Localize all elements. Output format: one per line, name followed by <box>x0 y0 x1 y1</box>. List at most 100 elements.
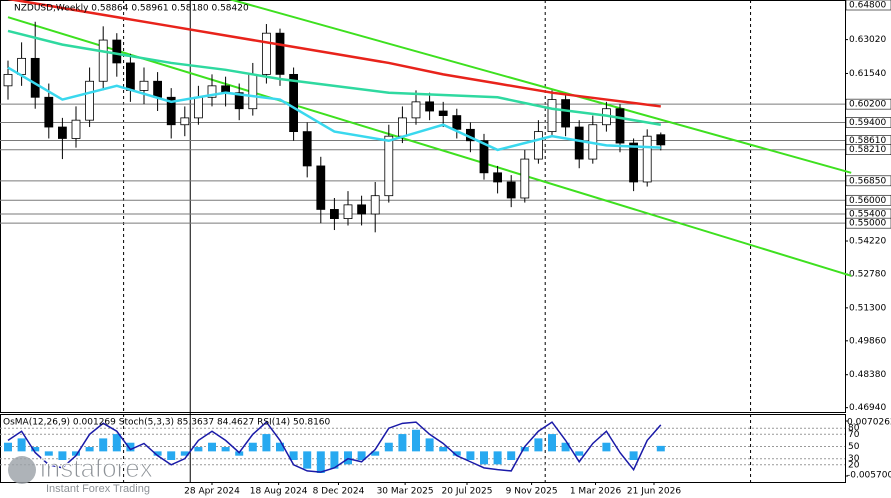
candle-body <box>493 172 503 183</box>
osma-bar <box>85 447 94 452</box>
y-tick-label: 0.52780 <box>849 269 886 279</box>
moving-average <box>7 29 662 126</box>
candle-body <box>574 126 584 160</box>
osma-bar <box>262 434 271 452</box>
candle-body <box>302 131 312 167</box>
candle-body <box>425 101 435 112</box>
x-tick-label: 28 Apr 2024 <box>184 487 240 497</box>
osma-bar <box>44 451 53 456</box>
candle-body <box>193 96 203 119</box>
osma-bar <box>466 451 475 461</box>
level-label: 0.64800 <box>849 1 886 11</box>
osma-bar <box>412 429 420 452</box>
level-label-box <box>845 0 891 11</box>
x-tick-label: 21 Jun 2026 <box>627 487 681 497</box>
osma-bar <box>656 445 665 452</box>
candle-body <box>561 99 570 128</box>
candle-body <box>343 204 353 219</box>
candle-body <box>112 39 122 64</box>
candle-body <box>126 62 135 91</box>
candle-body <box>370 195 380 215</box>
osma-bar <box>4 442 12 452</box>
y-tick-label: 0.54220 <box>849 237 886 247</box>
candle-body <box>248 73 258 110</box>
osma-bar <box>153 451 162 456</box>
candle-body <box>506 181 516 199</box>
oscillator-panel <box>0 414 846 483</box>
candle-body <box>534 131 543 160</box>
osma-bar <box>221 447 230 452</box>
level-label-box <box>845 117 891 128</box>
osma-bar <box>208 442 216 452</box>
y-tick-label: 0.46940 <box>849 403 886 413</box>
stoch-level-label: 20 <box>848 460 860 470</box>
candle-body <box>642 135 652 183</box>
osma-bar <box>99 438 108 452</box>
y-tick-label: 0.63020 <box>849 35 886 45</box>
stoch-level-label: 50 <box>848 442 860 452</box>
osma-bar <box>561 442 570 452</box>
candle-body <box>153 80 163 98</box>
candle-body <box>58 126 67 139</box>
osma-bar <box>575 451 584 456</box>
level-label-box <box>845 144 891 155</box>
candle-body <box>316 165 326 210</box>
osma-bar <box>72 451 80 456</box>
osma-bar <box>248 442 257 452</box>
osma-bar <box>31 447 40 452</box>
osma-bar <box>371 451 380 456</box>
osma-bar <box>344 451 352 465</box>
candle-body <box>261 32 271 75</box>
x-tick-label: 8 Dec 2024 <box>313 487 365 497</box>
watermark-brand: instaforex <box>40 453 153 483</box>
osma-bar <box>289 451 298 461</box>
x-tick-label: 9 Nov 2025 <box>506 487 558 497</box>
osma-bar <box>507 451 516 461</box>
osma-bar <box>493 451 502 465</box>
level-label-box <box>845 217 891 229</box>
osma-bar <box>602 442 611 452</box>
level-label: 0.58210 <box>849 145 886 155</box>
y-tick-label: 0.48380 <box>849 370 886 380</box>
candle-body <box>98 39 108 82</box>
candle-body <box>234 92 244 110</box>
candle-body <box>329 209 339 219</box>
candle-body <box>180 117 190 126</box>
level-label: 0.55400 <box>849 210 886 220</box>
watermark: instaforex Instant Forex Trading <box>8 452 153 495</box>
stoch-level-label: 80 <box>848 424 860 434</box>
x-tick-label: 1 Mar 2026 <box>570 487 622 497</box>
stoch-level-label: 70 <box>848 430 860 440</box>
level-label: 0.56000 <box>849 196 886 206</box>
candle-body <box>411 101 421 119</box>
candle-body <box>452 115 462 130</box>
osma-bar <box>17 438 26 452</box>
osma-bar <box>534 438 543 452</box>
chart-title: NZDUSD,Weekly 0.58864 0.58961 0.58180 0.… <box>14 4 249 14</box>
candle-body <box>85 80 94 121</box>
candle-body <box>289 73 299 133</box>
y-tick-label: 0.61540 <box>849 69 886 79</box>
level-label: 0.55000 <box>849 219 886 229</box>
x-tick-label: 18 Aug 2024 <box>250 487 308 497</box>
osma-bar <box>330 451 339 469</box>
candle-body <box>139 80 149 91</box>
candle-body <box>44 96 54 128</box>
osma-bar <box>126 442 135 452</box>
candle-body <box>629 142 638 183</box>
osma-bar <box>58 451 67 461</box>
candle-body <box>30 57 40 98</box>
main-panel <box>0 0 846 413</box>
candle-body <box>71 119 81 139</box>
candle-body <box>520 158 530 199</box>
oscillator-label: OsMA(12,26,9) 0.001269 Stoch(5,3,3) 85.3… <box>3 418 331 428</box>
level-label: 0.59400 <box>849 118 886 128</box>
candle-body <box>547 99 557 133</box>
candle-body <box>166 96 176 126</box>
osma-bar <box>357 451 366 461</box>
osma-bar <box>167 451 176 461</box>
level-label-box <box>845 98 891 110</box>
candle-body <box>615 108 625 144</box>
candle-body <box>656 134 666 146</box>
